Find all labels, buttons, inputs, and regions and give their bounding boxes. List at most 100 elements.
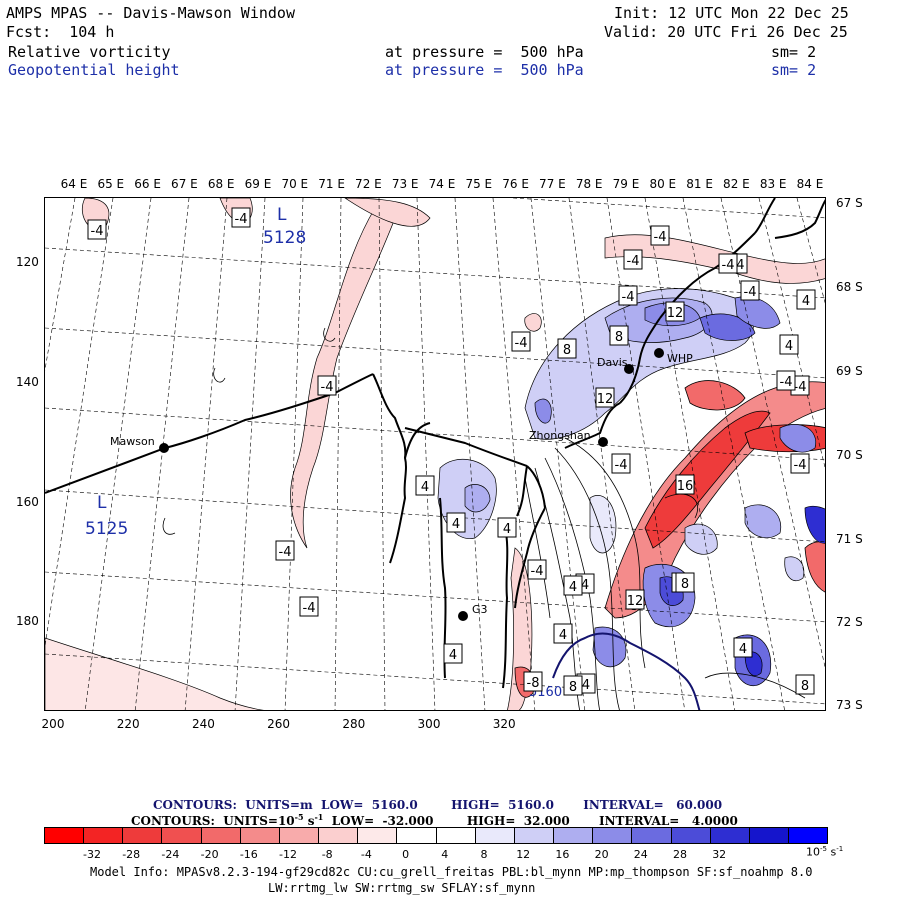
- svg-text:-4: -4: [615, 458, 628, 473]
- contours1-high: HIGH= 5160.0: [451, 798, 554, 812]
- station-dot-whp: [654, 348, 664, 358]
- svg-text:-4: -4: [515, 336, 528, 351]
- colorbar-swatch: [84, 828, 124, 843]
- svg-text:8: 8: [563, 343, 571, 358]
- colorbar-label: -20: [200, 848, 219, 861]
- lon-label: 68 E: [207, 177, 235, 191]
- contour-label: -4: [317, 375, 337, 396]
- colorbar-unit-exp: -5: [820, 845, 827, 853]
- lon-label: 84 E: [796, 177, 824, 191]
- contour-label: 8: [563, 675, 583, 696]
- colorbar-swatch: [514, 828, 555, 843]
- colorbar-label: 16: [555, 848, 570, 861]
- svg-text:-8: -8: [527, 676, 540, 691]
- field2-name: Geopotential height: [8, 61, 180, 79]
- forecast-hour: Fcst: 104 h: [6, 23, 115, 41]
- colorbar-swatch: [475, 828, 515, 843]
- lon-label: 73 E: [391, 177, 419, 191]
- contours2-label: CONTOURS: UNITS=10: [131, 814, 295, 828]
- colorbar-swatch: [593, 828, 633, 843]
- lat-label: 68 S: [836, 280, 863, 294]
- lon-label: 64 E: [60, 177, 88, 191]
- svg-text:-4: -4: [531, 564, 544, 579]
- contour-label: -4: [776, 370, 796, 391]
- lat-label: 69 S: [836, 364, 863, 378]
- contour-label: -4: [790, 453, 810, 474]
- model-info-line2: LW:rrtmg_lw SW:rrtmg_sw SFLAY:sf_mynn: [268, 881, 536, 895]
- svg-text:4: 4: [421, 480, 429, 495]
- svg-text:4: 4: [503, 522, 511, 537]
- lon-label: 65 E: [97, 177, 125, 191]
- colorbar-swatch: [436, 828, 476, 843]
- contours2-unit-exp: -1: [314, 812, 324, 822]
- svg-text:-4: -4: [780, 375, 793, 390]
- colorbar-label: 20: [594, 848, 609, 861]
- contours2-interval: INTERVAL= 4.0000: [598, 814, 738, 828]
- init-time: Init: 12 UTC Mon 22 Dec 25: [614, 4, 849, 22]
- svg-text:-4: -4: [627, 254, 640, 269]
- colorbar-label: -8: [321, 848, 333, 861]
- contour-label: -4: [299, 596, 319, 617]
- lon-label: 81 E: [686, 177, 713, 191]
- lon-label: 72 E: [355, 177, 382, 191]
- station-dot-davis: [624, 364, 634, 374]
- contours1-low: LOW= 5160.0: [321, 798, 418, 812]
- vorticity-contours: [162, 327, 806, 710]
- svg-text:-4: -4: [279, 545, 292, 560]
- contour-label: 4: [415, 475, 435, 496]
- svg-text:4: 4: [581, 578, 589, 593]
- contour-label: -4: [650, 225, 670, 246]
- colorbar-swatch: [632, 828, 672, 843]
- contours-line2: CONTOURS: UNITS=10-5 s-1 LOW= -32.000 HI…: [131, 812, 738, 828]
- svg-text:4: 4: [569, 580, 577, 595]
- contour-label: 8: [795, 674, 815, 695]
- station-dot-mawson: [159, 443, 169, 453]
- low-value-1: 5128: [263, 228, 306, 248]
- lon-label: 78 E: [575, 177, 603, 191]
- contours1-label: CONTOURS: UNITS=m: [153, 798, 313, 812]
- colorbar-swatch: [749, 828, 789, 843]
- colorbar-swatch: [279, 828, 320, 843]
- colorbar-label: -16: [239, 848, 258, 861]
- contours2-exp: -5: [294, 812, 304, 822]
- contours-line1: CONTOURS: UNITS=m LOW= 5160.0 HIGH= 5160…: [153, 798, 722, 812]
- x-tick-label: 200: [41, 717, 65, 731]
- contour-label: -4: [527, 559, 547, 580]
- lon-label: 67 E: [171, 177, 198, 191]
- stations: Mawson Davis WHP Zhongshan G3: [110, 348, 693, 621]
- field2-level: at pressure = 500 hPa: [385, 61, 584, 79]
- svg-text:-4: -4: [744, 285, 757, 300]
- colorbar-label: 4: [441, 848, 449, 861]
- contours2-unit: s: [307, 814, 315, 828]
- x-tick-label: 280: [342, 717, 366, 731]
- svg-text:12: 12: [597, 392, 614, 407]
- colorbar-swatch: [671, 828, 711, 843]
- lon-label: 75 E: [465, 177, 493, 191]
- colorbar-unit-s: s: [830, 845, 837, 859]
- lon-label: 70 E: [281, 177, 309, 191]
- lon-label: 76 E: [502, 177, 529, 191]
- field1-smoothing: sm= 2: [771, 43, 817, 61]
- field1-level: at pressure = 500 hPa: [385, 43, 584, 61]
- low-centers: L 5128 L 5125 5160: [85, 205, 562, 700]
- colorbar: [44, 827, 828, 844]
- colorbar-unit: 10-5 s-1: [806, 845, 843, 859]
- lon-label: 66 E: [134, 177, 161, 191]
- svg-text:8: 8: [801, 679, 809, 694]
- map-title: AMPS MPAS -- Davis-Mawson Window: [6, 4, 295, 22]
- svg-text:-4: -4: [722, 258, 735, 273]
- lon-label: 69 E: [244, 177, 272, 191]
- y-tick-label: 180: [16, 614, 39, 628]
- map-plot-area[interactable]: Mawson Davis WHP Zhongshan G3 L 5128 L 5…: [44, 197, 826, 711]
- colorbar-label: -24: [161, 848, 180, 861]
- contour-label: 4: [796, 289, 816, 310]
- station-label-whp: WHP: [667, 352, 693, 365]
- svg-text:4: 4: [449, 648, 457, 663]
- field2-smoothing: sm= 2: [771, 61, 817, 79]
- svg-text:4: 4: [802, 294, 810, 309]
- contour-label: 4: [733, 637, 753, 658]
- graticule: [45, 198, 825, 710]
- contours2-low: LOW= -32.000: [331, 814, 434, 828]
- colorbar-swatch: [710, 828, 750, 843]
- contour-label: -4: [87, 219, 107, 240]
